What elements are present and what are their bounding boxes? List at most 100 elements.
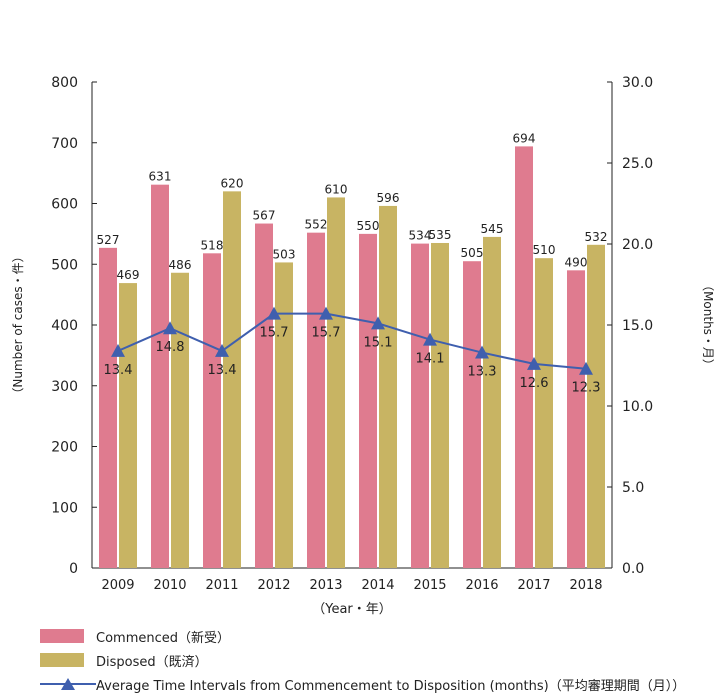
bars: [99, 146, 605, 569]
y-tick-label: 300: [51, 379, 78, 395]
legend-swatch-average: [40, 677, 96, 691]
x-tick-label-2009: 2009: [101, 578, 134, 593]
legend-label-average: Average Time Intervals from Commencement…: [96, 678, 686, 694]
bar-disposed-2015: [431, 242, 449, 569]
x-tick-label-2012: 2012: [257, 578, 290, 593]
y-tick-label: 600: [51, 197, 78, 213]
line-label-2016: 13.3: [468, 365, 497, 380]
bar-label-disposed-2017: 510: [533, 243, 556, 257]
bar-label-commenced-2016: 505: [461, 246, 484, 260]
line-label-2010: 14.8: [156, 340, 185, 355]
bar-label-disposed-2016: 545: [481, 222, 504, 236]
bar-labels: 5274696314865186205675035526105505965345…: [97, 131, 608, 282]
average-line: [117, 312, 587, 370]
bar-label-commenced-2018: 490: [565, 255, 588, 269]
x-tick-label-2017: 2017: [517, 578, 550, 593]
y2-tick-label: 10.0: [622, 399, 653, 415]
bar-label-disposed-2015: 535: [429, 228, 452, 242]
x-tick-label-2018: 2018: [569, 578, 602, 593]
chart-svg: 5274696314865186205675035526105505965345…: [11, 75, 715, 617]
x-axis-label: （Year・年）: [312, 602, 392, 617]
line-label-2015: 14.1: [416, 352, 445, 367]
bar-label-commenced-2012: 567: [253, 209, 276, 223]
bar-label-disposed-2012: 503: [273, 247, 296, 261]
y2-axis-label: （Months・月）: [701, 279, 715, 371]
line-label-2014: 15.1: [364, 335, 393, 350]
bar-label-disposed-2013: 610: [325, 182, 348, 196]
line-marker-2013: [319, 306, 333, 320]
bar-commenced-2010: [151, 184, 169, 569]
line-marker-2016: [475, 345, 489, 359]
line-label-2011: 13.4: [208, 363, 237, 378]
y-tick-label: 100: [51, 500, 78, 516]
bar-disposed-2012: [275, 262, 293, 568]
x-tick-label-2016: 2016: [465, 578, 498, 593]
bar-label-disposed-2009: 469: [117, 268, 140, 282]
legend: Commenced（新受） Disposed（既済） Average Time …: [40, 624, 685, 696]
line-label-2012: 15.7: [260, 326, 289, 341]
y-tick-label: 200: [51, 440, 78, 456]
y-axis-label: （Number of cases・件）: [11, 250, 25, 399]
line-label-2013: 15.7: [312, 326, 341, 341]
y-tick-label: 500: [51, 257, 78, 273]
bar-disposed-2017: [535, 258, 553, 568]
y2-tick-label: 30.0: [622, 75, 653, 91]
bar-label-commenced-2013: 552: [305, 218, 328, 232]
line-label-2009: 13.4: [104, 363, 133, 378]
y2-tick-label: 5.0: [622, 480, 644, 496]
line-marker-2017: [527, 356, 541, 370]
legend-item-average: Average Time Intervals from Commencement…: [40, 672, 685, 696]
y2-tick-label: 0.0: [622, 561, 644, 577]
x-tick-label-2015: 2015: [413, 578, 446, 593]
y2-tick-label: 25.0: [622, 156, 653, 172]
line-label-2017: 12.6: [520, 376, 549, 391]
bar-disposed-2010: [171, 272, 189, 568]
bar-disposed-2016: [483, 236, 501, 568]
line-marker-2018: [579, 361, 593, 375]
bar-label-commenced-2009: 527: [97, 233, 120, 247]
y-tick-label: 0: [69, 561, 78, 577]
line-layer: 13.4 14.8 13.4 15.7 15.7 15.1 14.1 13.3 12.6 12.3: [104, 306, 601, 396]
legend-item-disposed: Disposed（既済）: [40, 648, 685, 672]
line-marker-2009: [111, 343, 125, 357]
legend-label-commenced: Commenced（新受）: [96, 630, 230, 646]
legend-label-disposed: Disposed（既済）: [96, 654, 208, 670]
triangle-marker-icon: [40, 678, 96, 690]
bar-label-disposed-2010: 486: [169, 258, 192, 272]
bar-label-commenced-2010: 631: [149, 170, 172, 184]
bar-disposed-2009: [119, 283, 137, 568]
line-marker-2010: [163, 321, 177, 335]
x-tick-label-2011: 2011: [205, 578, 238, 593]
bar-label-commenced-2014: 550: [357, 219, 380, 233]
bar-disposed-2014: [379, 205, 397, 568]
y2-tick-label: 15.0: [622, 318, 653, 334]
line-label-2018: 12.3: [572, 381, 601, 396]
bar-commenced-2018: [567, 270, 585, 568]
bar-label-commenced-2017: 694: [513, 131, 536, 145]
bar-disposed-2013: [327, 197, 345, 569]
bar-label-disposed-2014: 596: [377, 191, 400, 205]
legend-swatch-commenced: [40, 629, 84, 643]
bar-commenced-2017: [515, 146, 533, 568]
bar-commenced-2012: [255, 223, 273, 569]
y-tick-label: 700: [51, 136, 78, 152]
legend-swatch-disposed: [40, 653, 84, 667]
line-marker-2014: [371, 316, 385, 330]
bar-disposed-2018: [587, 244, 605, 568]
bar-label-commenced-2011: 518: [201, 238, 224, 252]
bar-label-disposed-2018: 532: [585, 230, 608, 244]
x-tick-label-2014: 2014: [361, 578, 394, 593]
x-tick-label-2013: 2013: [309, 578, 342, 593]
bar-commenced-2016: [463, 261, 481, 568]
y2-tick-label: 20.0: [622, 237, 653, 253]
line-marker-2012: [267, 306, 281, 320]
ticks: 2009 2010 2011 2012 2013 2014 2015 2016 2017 2018…: [51, 75, 653, 593]
y-tick-label: 400: [51, 318, 78, 334]
bar-commenced-2013: [307, 232, 325, 568]
line-marker-2015: [423, 332, 437, 346]
y-tick-label: 800: [51, 75, 78, 91]
legend-item-commenced: Commenced（新受）: [40, 624, 685, 648]
bar-commenced-2014: [359, 233, 377, 568]
bar-disposed-2011: [223, 191, 241, 568]
